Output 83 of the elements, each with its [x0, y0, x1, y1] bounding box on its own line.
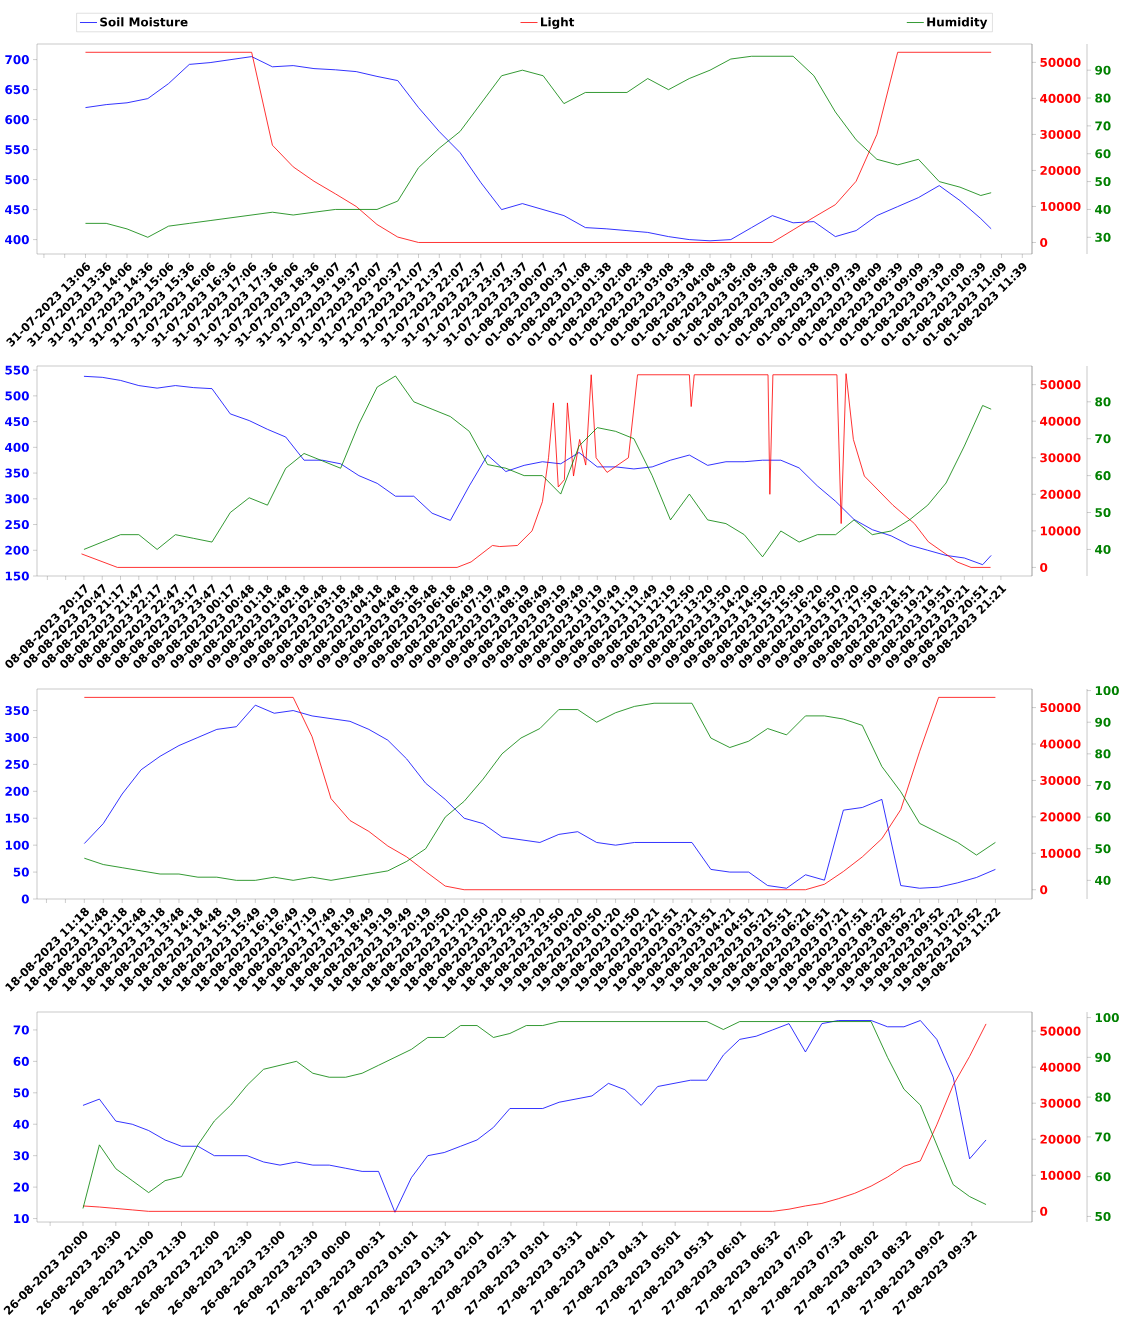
y-tick-label: 700 — [5, 55, 29, 65]
y-tick-label: 450 — [5, 417, 29, 427]
y2-tick-label: 10000 — [1040, 526, 1081, 536]
y3-tick-label: 100 — [1095, 686, 1119, 696]
y3-tick-label: 60 — [1095, 812, 1111, 822]
y2-tick-label: 30000 — [1040, 129, 1081, 139]
y3-tick-label: 30 — [1095, 232, 1111, 242]
legend-label: Light — [541, 17, 575, 29]
y2-tick-label: 40000 — [1040, 1062, 1081, 1072]
y-tick-label: 150 — [5, 571, 29, 581]
y2-tick-label: 30000 — [1040, 775, 1081, 785]
y-tick-label: 200 — [5, 786, 29, 796]
y2-tick-label: 30000 — [1040, 1098, 1081, 1108]
y-tick-label: 200 — [5, 545, 29, 555]
y2-tick-label: 50000 — [1040, 57, 1081, 67]
y-tick-label: 350 — [5, 468, 29, 478]
y2-tick-label: 0 — [1040, 885, 1048, 895]
y3-tick-label: 90 — [1095, 65, 1111, 75]
y-tick-label: 30 — [13, 1151, 29, 1161]
y-tick-label: 50 — [13, 1088, 29, 1098]
y3-tick-label: 70 — [1095, 434, 1111, 444]
y3-tick-label: 60 — [1095, 471, 1111, 481]
y-tick-label: 500 — [5, 175, 29, 185]
y3-tick-label: 50 — [1095, 1211, 1111, 1221]
y3-tick-label: 100 — [1095, 1013, 1119, 1023]
y3-tick-label: 80 — [1095, 749, 1111, 759]
y-tick-label: 450 — [5, 205, 29, 215]
y3-tick-label: 90 — [1095, 717, 1111, 727]
y-tick-label: 40 — [13, 1119, 29, 1129]
y-tick-label: 550 — [5, 145, 29, 155]
y2-tick-label: 40000 — [1040, 739, 1081, 749]
y-tick-label: 0 — [21, 894, 29, 904]
legend-label: Humidity — [927, 17, 988, 29]
y3-tick-label: 80 — [1095, 93, 1111, 103]
y-tick-label: 60 — [13, 1056, 29, 1066]
y2-tick-label: 50000 — [1040, 1026, 1081, 1036]
y3-tick-label: 40 — [1095, 204, 1111, 214]
y2-tick-label: 20000 — [1040, 165, 1081, 175]
y2-tick-label: 0 — [1040, 237, 1048, 247]
y3-tick-label: 70 — [1095, 1132, 1111, 1142]
y-tick-label: 50 — [13, 867, 29, 877]
y3-tick-label: 60 — [1095, 1172, 1111, 1182]
y-tick-label: 250 — [5, 759, 29, 769]
y3-tick-label: 40 — [1095, 544, 1111, 554]
y3-tick-label: 50 — [1095, 844, 1111, 854]
y-tick-label: 300 — [5, 732, 29, 742]
y2-tick-label: 20000 — [1040, 489, 1081, 499]
y-tick-label: 70 — [13, 1025, 29, 1035]
y-tick-label: 10 — [14, 1214, 29, 1224]
y2-tick-label: 50000 — [1040, 703, 1081, 713]
y3-tick-label: 40 — [1095, 875, 1111, 885]
y-tick-label: 400 — [5, 442, 29, 452]
y2-tick-label: 20000 — [1040, 812, 1081, 822]
y2-tick-label: 10000 — [1040, 1170, 1081, 1180]
y-tick-label: 650 — [5, 85, 29, 95]
y2-tick-label: 0 — [1040, 562, 1048, 572]
y2-tick-label: 10000 — [1040, 848, 1081, 858]
y-tick-label: 20 — [13, 1182, 29, 1192]
y2-tick-label: 30000 — [1040, 453, 1081, 463]
y2-tick-label: 50000 — [1040, 380, 1081, 390]
y3-tick-label: 90 — [1095, 1052, 1111, 1062]
y2-tick-label: 0 — [1040, 1206, 1048, 1216]
y3-tick-label: 80 — [1095, 397, 1111, 407]
legend-label: Soil Moisture — [100, 17, 188, 27]
y2-tick-label: 40000 — [1040, 93, 1081, 103]
y3-tick-label: 70 — [1095, 121, 1111, 131]
y-tick-label: 300 — [5, 494, 29, 504]
y-tick-label: 350 — [5, 706, 29, 716]
y-tick-label: 100 — [5, 840, 29, 850]
y-tick-label: 500 — [5, 391, 29, 401]
y-tick-label: 150 — [5, 813, 29, 823]
y3-tick-label: 50 — [1095, 177, 1111, 187]
y-tick-label: 400 — [5, 235, 29, 245]
y-tick-label: 600 — [5, 115, 29, 125]
y2-tick-label: 10000 — [1040, 201, 1081, 211]
y3-tick-label: 70 — [1095, 780, 1111, 790]
y3-tick-label: 50 — [1095, 508, 1111, 518]
y3-tick-label: 60 — [1095, 149, 1111, 159]
y2-tick-label: 40000 — [1040, 416, 1081, 426]
y3-tick-label: 80 — [1095, 1092, 1111, 1102]
y-tick-label: 550 — [5, 365, 29, 375]
y2-tick-label: 20000 — [1040, 1134, 1081, 1144]
y-tick-label: 250 — [5, 520, 29, 530]
